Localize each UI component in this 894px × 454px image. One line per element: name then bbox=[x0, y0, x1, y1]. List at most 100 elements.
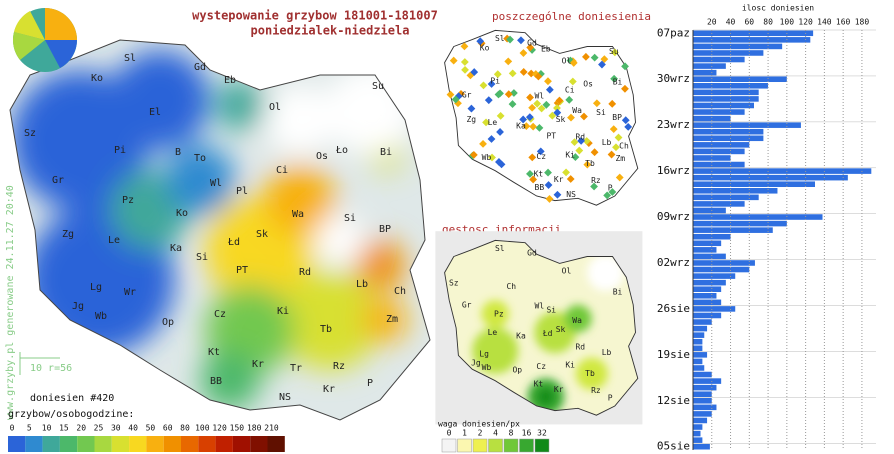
city-label: Zg bbox=[466, 115, 476, 124]
bar bbox=[693, 293, 717, 299]
legend-swatch bbox=[25, 436, 43, 452]
city-label: Gd bbox=[527, 38, 537, 47]
city-label: Le bbox=[488, 118, 498, 127]
pie-icon bbox=[12, 8, 77, 72]
x-tick-label: 140 bbox=[817, 18, 832, 27]
bar bbox=[693, 332, 705, 338]
bar bbox=[693, 358, 703, 365]
city-label: Ki bbox=[565, 151, 575, 160]
bar bbox=[693, 306, 736, 312]
report-marker bbox=[569, 59, 578, 67]
city-label: Rd bbox=[575, 133, 585, 142]
city-label: Le bbox=[108, 235, 120, 246]
city-label: Op bbox=[162, 317, 174, 328]
bar bbox=[693, 345, 703, 352]
city-label: Sz bbox=[449, 279, 459, 288]
bar bbox=[693, 391, 712, 397]
city-label: BB bbox=[210, 376, 222, 387]
city-label: Wa bbox=[572, 106, 582, 115]
city-label: BP bbox=[612, 113, 622, 122]
city-label: Kt bbox=[208, 347, 220, 358]
bar bbox=[693, 443, 710, 450]
bar bbox=[693, 96, 759, 102]
city-label: Ch bbox=[506, 282, 516, 291]
city-label: Ch bbox=[619, 141, 629, 150]
city-label: Rd bbox=[575, 343, 585, 352]
legend-label: 15 bbox=[59, 424, 69, 433]
bar bbox=[693, 227, 773, 233]
city-label: Pz bbox=[494, 310, 504, 319]
legend-label: 30 bbox=[111, 424, 121, 433]
legend-swatch bbox=[146, 436, 164, 452]
city-label: Łd bbox=[227, 237, 240, 248]
city-label: Eb bbox=[224, 75, 236, 86]
legend-swatch bbox=[215, 436, 233, 452]
bar bbox=[693, 155, 731, 161]
y-tick-label: 23wrz bbox=[657, 118, 690, 131]
report-marker bbox=[590, 148, 599, 157]
reports-outline bbox=[444, 29, 639, 206]
bar bbox=[693, 188, 778, 194]
city-label: BP bbox=[379, 224, 391, 235]
city-label: Su bbox=[372, 81, 384, 92]
city-label: Jg bbox=[471, 358, 481, 367]
chart-title: ilosc doniesien bbox=[742, 4, 814, 13]
x-tick-label: 80 bbox=[763, 18, 773, 27]
bar bbox=[693, 220, 787, 227]
city-label: Ka bbox=[170, 243, 182, 254]
bar bbox=[693, 371, 712, 378]
x-tick-label: 60 bbox=[744, 18, 754, 27]
legend-label: 8 bbox=[509, 429, 514, 438]
city-label: B bbox=[175, 147, 181, 158]
bar bbox=[693, 135, 764, 142]
heat-layer bbox=[10, 40, 430, 420]
city-label: Si bbox=[196, 252, 208, 263]
city-label: Wa bbox=[572, 316, 582, 325]
density-legend-title: waga doniesien/px bbox=[438, 420, 520, 429]
report-marker bbox=[577, 136, 586, 145]
y-tick-label: 26sie bbox=[657, 302, 690, 315]
bar bbox=[693, 240, 722, 247]
report-marker bbox=[479, 81, 488, 90]
city-label: Su bbox=[609, 47, 619, 56]
report-marker bbox=[590, 182, 598, 191]
y-tick-label: 19sie bbox=[657, 348, 690, 361]
legend-label: 2 bbox=[478, 429, 483, 438]
bar bbox=[693, 338, 703, 345]
bar bbox=[693, 128, 764, 135]
city-label: Zg bbox=[62, 229, 74, 240]
city-label: Ch bbox=[394, 286, 406, 297]
city-label: Ko bbox=[91, 73, 103, 84]
panel-title: poszczególne doniesienia bbox=[492, 10, 651, 23]
city-label: Os bbox=[583, 79, 593, 88]
bar bbox=[693, 214, 823, 220]
report-marker bbox=[542, 100, 551, 109]
city-label: Sk bbox=[556, 115, 566, 124]
city-label: Ol bbox=[562, 57, 572, 66]
bar bbox=[693, 207, 726, 214]
city-label: Sz bbox=[24, 128, 36, 139]
city-labels: Sl Gd Eb Su Ko Ol El Sz Pi B To Ło Os Bi Ci Gr Wl Pz Pl Ko W… bbox=[24, 53, 406, 403]
city-label: Ki bbox=[277, 306, 289, 317]
legend-label: 5 bbox=[27, 424, 32, 433]
legend-swatch bbox=[441, 438, 457, 453]
report-marker bbox=[621, 116, 630, 125]
city-label: Cz bbox=[214, 309, 226, 320]
city-label: Ka bbox=[516, 122, 526, 131]
report-marker bbox=[570, 138, 579, 147]
legend-swatch bbox=[472, 438, 488, 453]
bar bbox=[693, 76, 787, 82]
city-labels: Sl Gd Ko Eb Su Ol Pi Gr Ci Os Bi Wl Le Zg Sk Wa Si Ka PT BP… bbox=[462, 34, 629, 199]
side-note: www.grzyby.pl generowane 24.11.27 20:40 bbox=[5, 185, 16, 420]
report-marker bbox=[621, 84, 629, 93]
legend-label: 20 bbox=[76, 424, 86, 433]
city-label: Ki bbox=[565, 361, 575, 370]
report-marker bbox=[496, 89, 504, 98]
city-label: Gr bbox=[462, 90, 472, 99]
city-label: NS bbox=[279, 392, 291, 403]
legend-label: 40 bbox=[128, 424, 138, 433]
bar bbox=[693, 122, 801, 128]
city-label: Ol bbox=[269, 102, 281, 113]
